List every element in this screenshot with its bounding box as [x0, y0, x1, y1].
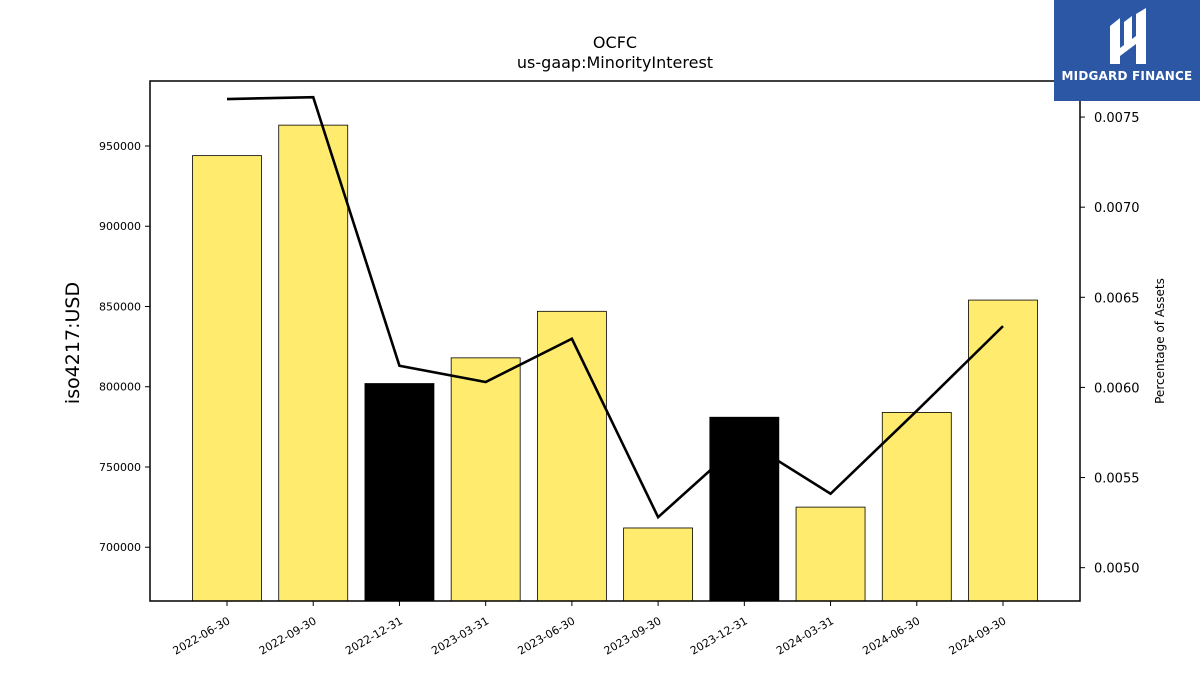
y-tick-label: 850000: [99, 300, 141, 313]
bar-2023-06-30: [536, 310, 607, 602]
x-tick-label: 2022-09-30: [257, 614, 319, 657]
bar-2024-03-31: [795, 506, 866, 602]
bar-2024-09-30: [968, 299, 1038, 602]
y2-tick-label: 0.0065: [1094, 291, 1140, 306]
bar-2023-12-31: [709, 416, 780, 602]
percentage-line: [226, 95, 1004, 520]
line-group: [226, 95, 1004, 520]
plot-frame: [149, 80, 1081, 602]
y-tick-label: 750000: [99, 461, 141, 474]
x-tick-label: 2023-06-30: [516, 614, 578, 657]
x-tick-label: 2023-09-30: [602, 614, 664, 657]
y2-tick-label: 0.0050: [1094, 562, 1140, 577]
y-tick-label: 900000: [99, 220, 141, 233]
y2-axis-label: Percentage of Assets: [1153, 278, 1167, 404]
bar-2024-06-30: [881, 412, 952, 602]
y-tick-label: 950000: [99, 140, 141, 153]
x-tick-label: 2024-06-30: [860, 614, 922, 657]
bar-2022-06-30: [192, 155, 262, 602]
x-axis: 2022-06-30 2022-09-30 2022-12-31 2023-03-31…: [171, 601, 1009, 658]
chart-title: OCFC: [593, 33, 637, 52]
y-axis-right: 0.0050 0.0055 0.0060 0.0065 0.0070 0.0075: [1080, 111, 1140, 577]
bar-2022-12-31: [364, 383, 435, 602]
y-tick-label: 800000: [99, 381, 141, 394]
bar-2023-03-31: [450, 357, 521, 602]
x-tick-label: 2023-03-31: [429, 614, 491, 657]
y2-tick-label: 0.0070: [1094, 201, 1140, 216]
x-tick-label: 2022-12-31: [343, 614, 405, 657]
bar-2022-09-30: [278, 124, 349, 602]
bar-group: [192, 124, 1038, 602]
x-tick-label: 2022-06-30: [171, 614, 233, 657]
y-axis-left: 700000 750000 800000 850000 900000 950000: [99, 140, 150, 554]
logo-mark-icon: [1110, 8, 1146, 64]
y-tick-label: 700000: [99, 541, 141, 554]
y2-tick-label: 0.0060: [1094, 381, 1140, 396]
brand-logo: MIDGARD FINANCE: [1054, 0, 1200, 101]
logo-text: MIDGARD FINANCE: [1061, 69, 1193, 83]
x-tick-label: 2024-03-31: [774, 614, 836, 657]
bar-2023-09-30: [623, 527, 694, 602]
y2-tick-label: 0.0055: [1094, 472, 1140, 487]
x-tick-label: 2024-09-30: [947, 614, 1009, 657]
x-tick-label: 2023-12-31: [688, 614, 750, 657]
y-axis-label: iso4217:USD: [62, 282, 84, 404]
chart-subtitle: us-gaap:MinorityInterest: [517, 53, 713, 72]
y2-tick-label: 0.0075: [1094, 111, 1140, 126]
